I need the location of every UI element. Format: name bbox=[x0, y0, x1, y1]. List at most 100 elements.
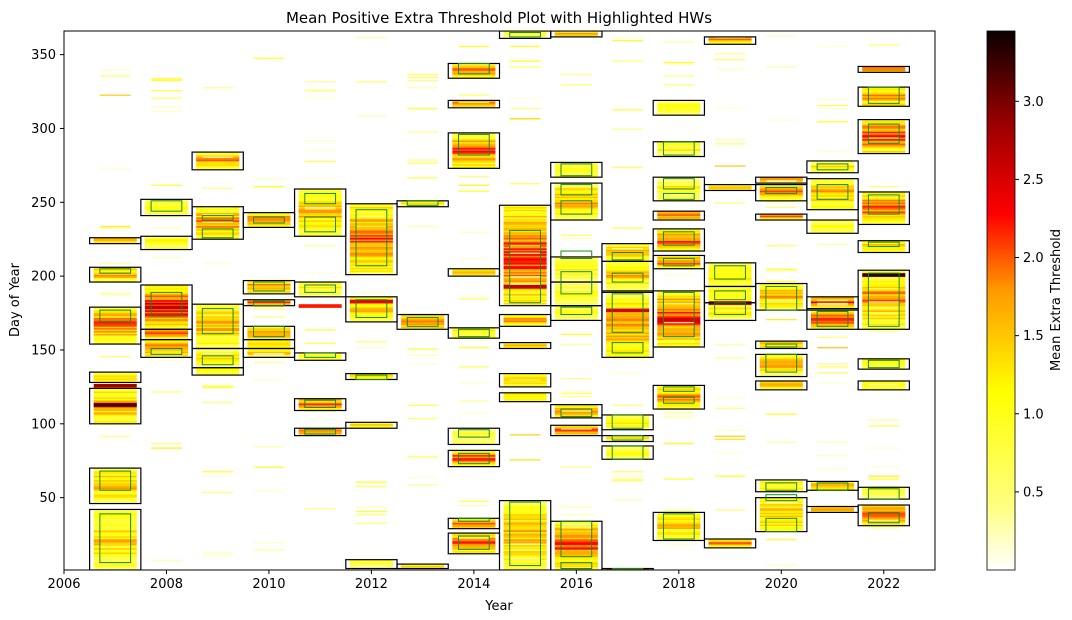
heatmap-cell bbox=[606, 344, 650, 346]
heatmap-cell bbox=[509, 183, 541, 185]
heatmap-cell bbox=[759, 499, 803, 501]
y-axis-label: Day of Year bbox=[8, 262, 23, 337]
heatmap-cell bbox=[503, 277, 547, 280]
heatmap-cell bbox=[606, 348, 650, 351]
heatmap-cell bbox=[765, 66, 797, 68]
heatmap-cell bbox=[144, 299, 188, 302]
heatmap-cell bbox=[862, 103, 906, 106]
heatmap-cell bbox=[503, 224, 547, 227]
heatmap-cell bbox=[606, 420, 650, 423]
heatmap-cell bbox=[144, 239, 188, 241]
heatmap-cell bbox=[99, 262, 131, 265]
heatmap-cell bbox=[151, 559, 182, 561]
heatmap-cell bbox=[862, 280, 906, 283]
heatmap-cell bbox=[247, 342, 291, 345]
heatmap-cell bbox=[657, 310, 701, 312]
heatmap-cell bbox=[253, 316, 285, 318]
heatmap-cell bbox=[298, 407, 342, 410]
heatmap-cell bbox=[349, 313, 393, 315]
heatmap-cell bbox=[144, 336, 188, 339]
highlighted-heatwave-box bbox=[253, 325, 285, 338]
heatmap-cell bbox=[401, 564, 445, 566]
heatmap-cell bbox=[554, 267, 598, 270]
heatmap-cell bbox=[503, 279, 547, 281]
heatmap-cell bbox=[811, 298, 855, 301]
heatmap-cell bbox=[606, 245, 650, 247]
heatmap-cell bbox=[657, 153, 701, 156]
heatmap-cell bbox=[401, 314, 445, 317]
heatmap-cell bbox=[612, 568, 643, 570]
heatmap-cell bbox=[554, 546, 598, 549]
heatmap-cell bbox=[298, 233, 342, 236]
heatmap-cell bbox=[93, 323, 137, 326]
heatmap-cell bbox=[868, 194, 900, 197]
heatmap-cell bbox=[862, 202, 906, 205]
heatmap-cell bbox=[93, 559, 137, 562]
heatmap-cell bbox=[247, 301, 291, 304]
heatmap-cell bbox=[811, 187, 855, 190]
heatmap-cell bbox=[862, 240, 906, 243]
heatmap-cell bbox=[862, 100, 906, 103]
heatmap-cell bbox=[298, 231, 342, 234]
heatmap-cell bbox=[452, 64, 496, 67]
highlighted-heatwave-box bbox=[150, 291, 183, 317]
heatmap-cell bbox=[759, 298, 803, 301]
heatmap-cell bbox=[452, 147, 496, 150]
heatmap-cell bbox=[144, 349, 188, 352]
heatmap-cell bbox=[862, 276, 906, 278]
heatwave-box bbox=[447, 327, 501, 339]
highlighted-heatwave-box bbox=[867, 488, 900, 500]
heatmap-cell bbox=[93, 398, 137, 401]
heatmap-cell bbox=[93, 521, 137, 524]
heatmap-cell bbox=[349, 220, 393, 222]
heatmap-cell bbox=[349, 239, 393, 241]
heatmap-cell bbox=[612, 248, 643, 250]
heatmap-cell bbox=[509, 45, 541, 48]
heatmap-cell bbox=[452, 546, 496, 549]
heatmap-cell bbox=[862, 69, 906, 72]
heatmap-cell bbox=[503, 287, 547, 290]
heatmap-cell bbox=[811, 224, 855, 227]
heatmap-cell bbox=[817, 302, 848, 305]
heatmap-cell bbox=[554, 555, 598, 558]
highlighted-heatwave-box bbox=[304, 352, 337, 358]
heatmap-cell bbox=[407, 354, 439, 356]
heatmap-cell bbox=[401, 320, 445, 323]
heatwave-box bbox=[345, 421, 398, 429]
heatmap-cell bbox=[657, 149, 701, 151]
heatmap-cell bbox=[503, 234, 547, 237]
heatmap-cell bbox=[862, 522, 906, 525]
heatmap-cell bbox=[298, 228, 342, 231]
heatmap-cell bbox=[657, 233, 701, 236]
heatmap-cell bbox=[503, 33, 547, 36]
heatmap-cell bbox=[657, 317, 701, 320]
heatmap-cell bbox=[606, 283, 650, 286]
highlighted-heatwave-box bbox=[509, 501, 541, 567]
heatmap-cell bbox=[714, 429, 746, 432]
heatmap-cell bbox=[452, 536, 496, 538]
heatmap-cell bbox=[817, 304, 848, 306]
heatmap-cell bbox=[657, 329, 701, 332]
heatmap-cell bbox=[93, 375, 137, 377]
heatmap-cell bbox=[657, 237, 701, 240]
heatmap-cell bbox=[304, 273, 336, 275]
heatmap-cell bbox=[657, 100, 701, 103]
heatmap-cell bbox=[862, 283, 906, 286]
heatmap-cell bbox=[663, 292, 695, 294]
heatmap-cell bbox=[759, 383, 803, 386]
heatmap-cell bbox=[93, 267, 137, 270]
heatmap-cell bbox=[99, 382, 131, 384]
heatmap-cell bbox=[503, 228, 547, 231]
heatmap-cell bbox=[657, 212, 701, 215]
heatmap-cell bbox=[817, 468, 848, 470]
heatmap-cell bbox=[817, 336, 848, 339]
heatmap-cell bbox=[196, 330, 240, 333]
heatmap-cell bbox=[811, 316, 855, 318]
heatmap-cell bbox=[93, 541, 137, 544]
highlighted-heatwave-box bbox=[611, 435, 644, 441]
heatmap-cell bbox=[759, 361, 803, 364]
heatmap-cell bbox=[606, 302, 650, 305]
heatmap-cell bbox=[868, 186, 900, 188]
heatmap-cell bbox=[606, 282, 650, 284]
heatmap-cell bbox=[759, 357, 803, 360]
